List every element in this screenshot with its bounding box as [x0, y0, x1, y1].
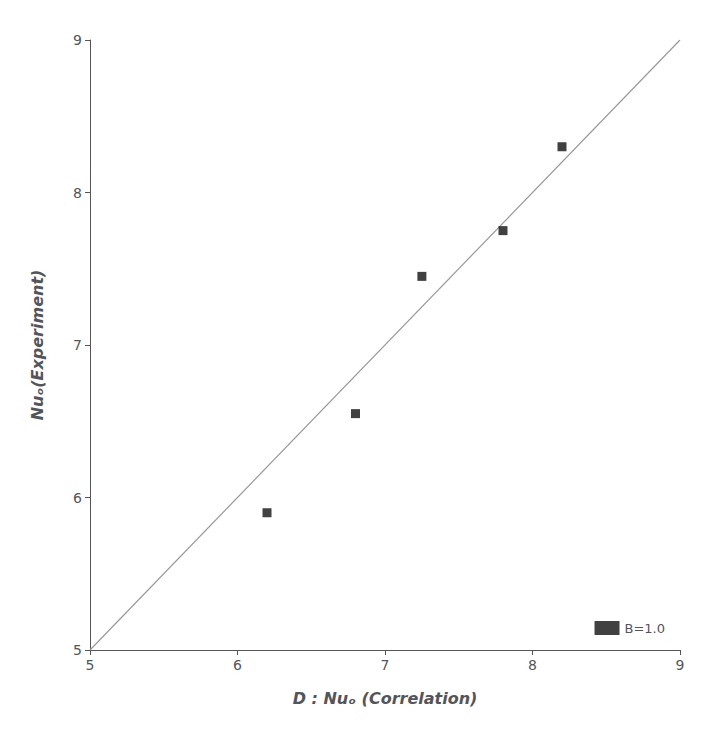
svg-text:6: 6: [73, 490, 82, 506]
svg-text:5: 5: [73, 642, 82, 658]
svg-text:Nuₒ(Experiment): Nuₒ(Experiment): [28, 270, 47, 421]
svg-text:9: 9: [73, 32, 82, 48]
svg-text:8: 8: [73, 185, 82, 201]
svg-text:7: 7: [381, 657, 390, 673]
svg-text:D : Nuₒ (Correlation): D : Nuₒ (Correlation): [293, 689, 478, 708]
svg-text:6: 6: [233, 657, 242, 673]
svg-text:8: 8: [528, 657, 537, 673]
svg-text:5: 5: [86, 657, 95, 673]
svg-text:9: 9: [676, 657, 685, 673]
svg-text:B=1.0: B=1.0: [625, 621, 666, 636]
svg-text:7: 7: [73, 337, 82, 353]
